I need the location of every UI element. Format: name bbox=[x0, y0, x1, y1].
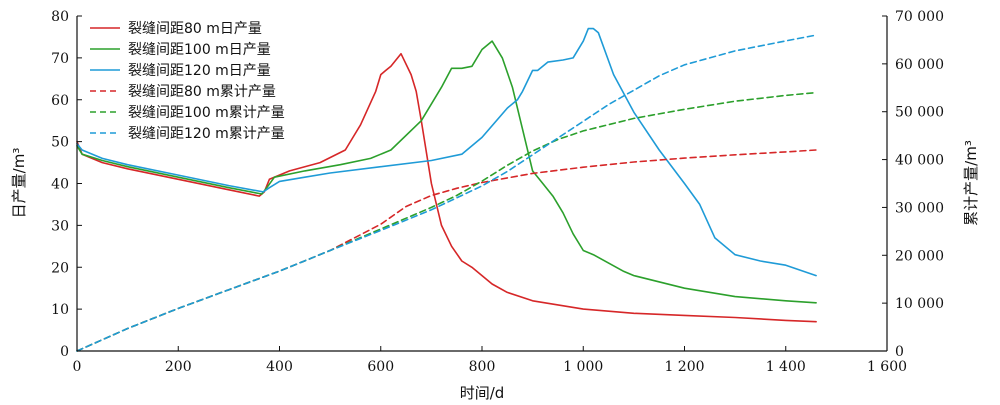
x-tick-label: 1 200 bbox=[664, 359, 704, 375]
y-left-tick-label: 20 bbox=[51, 260, 69, 276]
legend-label-3: 裂缝间距80 m累计产量 bbox=[128, 84, 276, 100]
y-left-tick-label: 50 bbox=[51, 135, 69, 151]
series-line-0 bbox=[76, 52, 817, 323]
legend-label-2: 裂缝间距120 m日产量 bbox=[128, 63, 271, 79]
series-layer bbox=[76, 27, 817, 352]
x-tick-label: 800 bbox=[469, 359, 496, 375]
legend-label-5: 裂缝间距120 m累计产量 bbox=[128, 126, 285, 142]
y-right-tick-label: 50 000 bbox=[895, 105, 944, 121]
legend-label-1: 裂缝间距100 m日产量 bbox=[128, 42, 271, 58]
y-axis-right-title: 累计产量/m³ bbox=[962, 140, 980, 226]
y-left-tick-label: 60 bbox=[51, 93, 69, 109]
y-right-tick-label: 10 000 bbox=[895, 296, 944, 312]
legend-label-4: 裂缝间距100 m累计产量 bbox=[128, 105, 285, 121]
legend-label-0: 裂缝间距80 m日产量 bbox=[128, 21, 262, 37]
y-right-tick-label: 60 000 bbox=[895, 57, 944, 73]
y-left-tick-label: 10 bbox=[51, 302, 69, 318]
y-left-tick-label: 40 bbox=[51, 177, 69, 193]
x-tick-label: 600 bbox=[367, 359, 394, 375]
x-tick-label: 0 bbox=[73, 359, 82, 375]
x-tick-label: 1 400 bbox=[766, 359, 806, 375]
y-right-tick-label: 70 000 bbox=[895, 9, 944, 25]
x-tick-label: 1 600 bbox=[867, 359, 907, 375]
x-axis-title: 时间/d bbox=[460, 384, 505, 402]
y-left-tick-label: 0 bbox=[60, 344, 69, 360]
x-tick-label: 400 bbox=[266, 359, 293, 375]
y-right-tick-label: 20 000 bbox=[895, 248, 944, 264]
series-line-5 bbox=[76, 34, 817, 352]
series-line-2 bbox=[76, 27, 817, 277]
ticks-layer: 0 200 400 600 800 1 000 1 200 1 400 1 6000102030… bbox=[51, 9, 944, 375]
series-line-3 bbox=[76, 149, 817, 352]
y-left-tick-label: 30 bbox=[51, 218, 69, 234]
series-line-1 bbox=[76, 40, 817, 304]
y-right-tick-label: 40 000 bbox=[895, 153, 944, 169]
y-left-tick-label: 70 bbox=[51, 51, 69, 67]
x-tick-label: 1 000 bbox=[563, 359, 603, 375]
y-right-tick-label: 30 000 bbox=[895, 200, 944, 216]
y-right-tick-label: 0 bbox=[895, 344, 904, 360]
x-tick-label: 200 bbox=[165, 359, 192, 375]
y-left-tick-label: 80 bbox=[51, 9, 69, 25]
y-axis-left-title: 日产量/m³ bbox=[10, 148, 28, 219]
